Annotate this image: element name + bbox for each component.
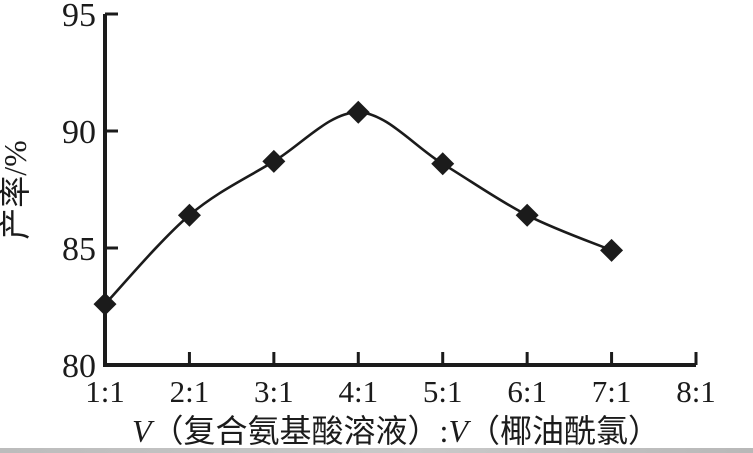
y-tick-label: 90 bbox=[62, 114, 96, 151]
axis-lines bbox=[103, 14, 696, 367]
axes bbox=[103, 14, 696, 367]
data-point-marker bbox=[600, 238, 624, 262]
scan-artifact-band bbox=[0, 448, 753, 453]
y-axis-title: 产率/% bbox=[0, 140, 33, 240]
y-tick-labels: 80 85 90 95 bbox=[62, 0, 96, 385]
x-tick-label: 2:1 bbox=[170, 374, 210, 409]
x-axis-title: V（复合氨基酸溶液）:V（椰油酰氯） bbox=[132, 413, 660, 449]
x-axis-title-v1: V bbox=[132, 413, 155, 449]
data-point-marker bbox=[93, 292, 117, 316]
x-tick-marks bbox=[187, 352, 698, 365]
data-point-marker bbox=[515, 203, 539, 227]
x-axis-title-v2: V bbox=[448, 413, 471, 449]
x-tick-label: 3:1 bbox=[254, 374, 294, 409]
y-tick-marks bbox=[105, 12, 118, 250]
data-point-marker bbox=[431, 152, 455, 176]
data-point-marker bbox=[346, 100, 370, 124]
data-point-marker bbox=[262, 149, 286, 173]
y-tick-label: 95 bbox=[62, 0, 96, 34]
x-tick-label: 8:1 bbox=[676, 374, 716, 409]
x-tick-labels: 1:1 2:1 3:1 4:1 5:1 6:1 7:1 8:1 bbox=[85, 374, 716, 409]
x-tick-label: 7:1 bbox=[592, 374, 632, 409]
y-tick-label: 85 bbox=[62, 231, 96, 268]
data-point-marker bbox=[177, 203, 201, 227]
data-series bbox=[93, 100, 624, 316]
x-tick-label: 4:1 bbox=[338, 374, 378, 409]
x-axis-title-tail: （椰油酰氯） bbox=[468, 413, 660, 449]
x-tick-label: 6:1 bbox=[507, 374, 547, 409]
x-tick-label: 5:1 bbox=[423, 374, 463, 409]
x-tick-label: 1:1 bbox=[85, 374, 125, 409]
y-tick-label: 80 bbox=[62, 348, 96, 385]
data-curve bbox=[104, 110, 613, 306]
x-axis-title-mid: （复合氨基酸溶液）: bbox=[152, 413, 449, 449]
